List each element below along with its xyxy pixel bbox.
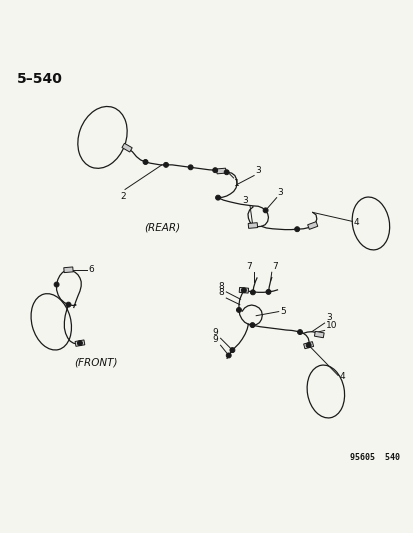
Bar bbox=[313, 332, 323, 338]
Circle shape bbox=[266, 289, 270, 294]
Text: 5: 5 bbox=[279, 307, 285, 316]
Circle shape bbox=[212, 168, 217, 173]
Text: 10: 10 bbox=[325, 321, 337, 329]
Circle shape bbox=[66, 302, 71, 307]
Circle shape bbox=[54, 282, 59, 287]
Circle shape bbox=[77, 341, 82, 345]
Text: 95605  540: 95605 540 bbox=[349, 454, 399, 463]
Text: 6: 6 bbox=[88, 265, 94, 274]
Circle shape bbox=[224, 170, 228, 175]
Bar bbox=[64, 267, 73, 272]
Text: 3: 3 bbox=[277, 188, 282, 197]
Text: 4: 4 bbox=[339, 372, 344, 381]
Circle shape bbox=[236, 308, 241, 312]
Text: 4: 4 bbox=[352, 218, 358, 227]
Text: 5–540: 5–540 bbox=[17, 72, 62, 86]
Circle shape bbox=[215, 195, 220, 200]
Bar bbox=[248, 223, 257, 228]
Text: 7: 7 bbox=[246, 262, 252, 271]
Text: 1: 1 bbox=[233, 179, 239, 188]
Circle shape bbox=[229, 348, 234, 352]
Circle shape bbox=[249, 322, 254, 328]
Text: 9: 9 bbox=[212, 335, 218, 344]
Circle shape bbox=[250, 290, 255, 295]
Circle shape bbox=[226, 353, 230, 358]
Text: 7: 7 bbox=[272, 262, 278, 271]
Circle shape bbox=[143, 159, 147, 165]
Circle shape bbox=[263, 208, 268, 213]
Bar bbox=[216, 168, 225, 174]
Text: 3: 3 bbox=[242, 196, 247, 205]
Bar bbox=[303, 342, 313, 349]
Bar bbox=[307, 222, 317, 229]
Circle shape bbox=[297, 329, 302, 335]
Circle shape bbox=[306, 343, 310, 348]
Bar bbox=[75, 340, 85, 346]
Text: 9: 9 bbox=[212, 328, 218, 337]
Text: 8: 8 bbox=[218, 288, 224, 297]
Text: 8: 8 bbox=[218, 282, 224, 291]
Circle shape bbox=[241, 288, 246, 293]
Bar bbox=[122, 143, 132, 152]
Bar bbox=[239, 287, 248, 293]
Circle shape bbox=[294, 227, 299, 232]
Text: 3: 3 bbox=[254, 166, 260, 175]
Text: (FRONT): (FRONT) bbox=[74, 358, 118, 368]
Circle shape bbox=[163, 163, 168, 167]
Text: (REAR): (REAR) bbox=[143, 223, 180, 232]
Text: 2: 2 bbox=[120, 191, 126, 200]
Text: 3: 3 bbox=[325, 313, 331, 322]
Circle shape bbox=[188, 165, 192, 170]
